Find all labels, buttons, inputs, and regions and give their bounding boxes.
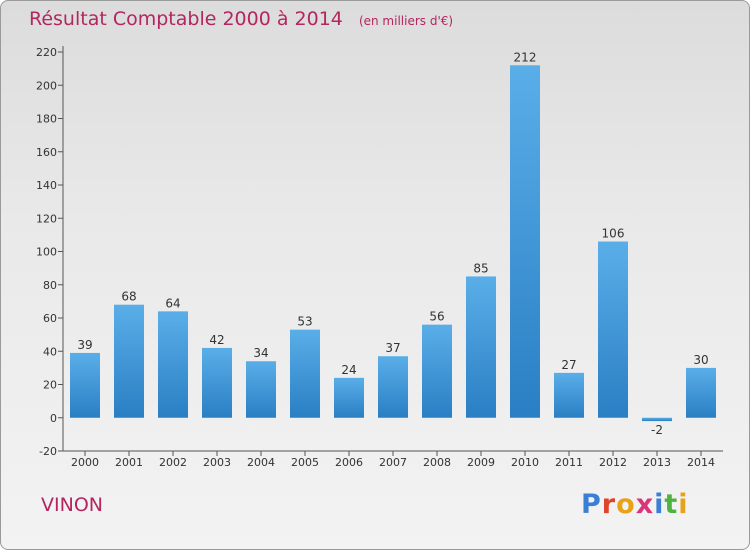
y-tick-label: 220 <box>36 46 57 59</box>
bar <box>246 361 276 418</box>
x-tick-label: 2010 <box>511 456 539 469</box>
x-tick-label: 2002 <box>159 456 187 469</box>
y-tick-label: -20 <box>39 445 57 458</box>
x-tick-label: 2001 <box>115 456 143 469</box>
place-name: VINON <box>41 494 103 516</box>
y-tick-label: 100 <box>36 246 57 259</box>
bar <box>598 241 628 418</box>
chart-title: Résultat Comptable 2000 à 2014 <box>29 8 343 30</box>
bar-value-label: 42 <box>209 333 224 347</box>
bar <box>158 311 188 418</box>
logo-letter: r <box>601 489 617 520</box>
y-tick-label: 80 <box>43 279 57 292</box>
bar <box>686 367 716 418</box>
x-tick-label: 2004 <box>247 456 275 469</box>
x-tick-label: 2011 <box>555 456 583 469</box>
x-tick-label: 2003 <box>203 456 231 469</box>
y-tick-label: 140 <box>36 179 57 192</box>
bar <box>554 372 584 418</box>
y-tick-label: 200 <box>36 79 57 92</box>
y-tick-label: 60 <box>43 312 57 325</box>
x-tick-label: 2006 <box>335 456 363 469</box>
x-tick-label: 2013 <box>643 456 671 469</box>
bar <box>290 329 320 418</box>
bar <box>202 347 232 418</box>
y-tick-label: 160 <box>36 146 57 159</box>
bar-value-label: 37 <box>385 341 400 355</box>
y-tick-label: 0 <box>50 412 57 425</box>
bar <box>378 356 408 418</box>
bar <box>334 377 364 418</box>
bar-value-label: 64 <box>165 296 180 310</box>
logo-letter: i <box>654 489 665 520</box>
bar-value-label: 34 <box>253 346 268 360</box>
bar <box>642 417 672 422</box>
logo-letter: t <box>664 489 679 520</box>
logo-letter: o <box>616 489 636 520</box>
y-tick-label: 20 <box>43 379 57 392</box>
x-tick-label: 2014 <box>687 456 715 469</box>
logo-letter: i <box>678 489 689 520</box>
bar-value-label: 68 <box>121 290 136 304</box>
bar-value-label: 212 <box>514 50 537 64</box>
x-tick-label: 2009 <box>467 456 495 469</box>
bar <box>422 324 452 418</box>
x-tick-label: 2007 <box>379 456 407 469</box>
bar-value-label: 85 <box>473 261 488 275</box>
bar-value-label: -2 <box>651 423 663 437</box>
logo-letter: P <box>581 489 602 520</box>
bar-value-label: 30 <box>693 353 708 367</box>
bar-value-label: 106 <box>602 227 625 241</box>
logo-letter: x <box>635 489 655 520</box>
y-tick-label: 120 <box>36 212 57 225</box>
x-tick-label: 2012 <box>599 456 627 469</box>
bar <box>70 352 100 418</box>
x-tick-label: 2008 <box>423 456 451 469</box>
chart-subtitle: (en milliers d'€) <box>358 14 454 28</box>
bar <box>114 304 144 418</box>
bar-value-label: 53 <box>297 315 312 329</box>
x-tick-label: 2000 <box>71 456 99 469</box>
x-tick-label: 2005 <box>291 456 319 469</box>
bar-value-label: 27 <box>561 358 576 372</box>
proxiti-logo[interactable]: Proxiti <box>581 489 689 520</box>
bar <box>466 276 496 418</box>
bar-value-label: 56 <box>429 310 444 324</box>
chart-title-block: Résultat Comptable 2000 à 2014 (en milli… <box>29 8 453 30</box>
y-tick-label: 40 <box>43 345 57 358</box>
bar-value-label: 39 <box>77 338 92 352</box>
y-tick-label: 180 <box>36 113 57 126</box>
bar <box>510 65 540 418</box>
bar-value-label: 24 <box>341 363 356 377</box>
